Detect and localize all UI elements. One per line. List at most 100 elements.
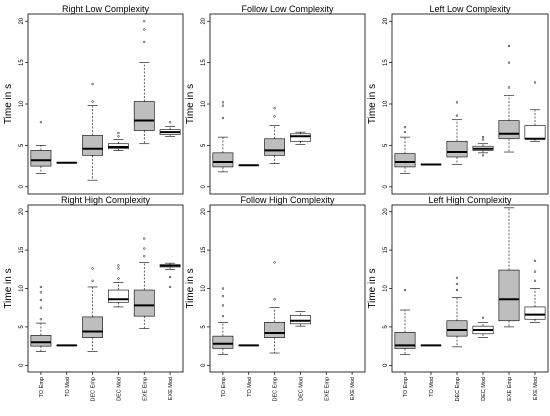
y-tick-label: 0 [383, 184, 389, 188]
y-tick-label: 20 [201, 17, 207, 24]
y-tick-label: 15 [201, 246, 207, 253]
outlier-point [455, 276, 459, 279]
y-tick-label: 5 [201, 143, 207, 147]
box-body [394, 153, 416, 168]
y-tick-label: 15 [201, 59, 207, 66]
box-to-emp [394, 126, 416, 174]
x-tick-label: DEC Mod [298, 377, 304, 401]
outlier-point [455, 282, 459, 286]
outlier-point [455, 114, 459, 117]
outlier-point [507, 44, 511, 48]
box-dec-emp [446, 101, 468, 165]
outlier-point [143, 20, 146, 23]
panel-1: Right Low Complexity Time in s 0 5 10 15 20 [3, 4, 184, 195]
outlier-point [91, 279, 94, 282]
y-tick-label: 0 [201, 363, 207, 367]
box-body [30, 150, 52, 167]
y-tick-label: 10 [201, 285, 207, 292]
box-to-emp [212, 287, 234, 355]
outlier-point [39, 291, 43, 294]
y-tick-label: 20 [383, 208, 389, 215]
box-body [82, 135, 103, 156]
y-tick-label: 15 [383, 59, 389, 66]
box-body [290, 133, 311, 142]
outlier-point [221, 287, 225, 290]
outlier-point [221, 101, 225, 104]
box-dec-mod [472, 135, 494, 157]
y-axis-label: Time in s [367, 84, 378, 124]
outlier-point [533, 279, 537, 282]
x-tick-label: EXE Mod [350, 377, 356, 400]
y-axis-label: Time in s [185, 84, 196, 124]
x-tick-label: EXE Mod [533, 377, 539, 400]
outlier-point [221, 295, 225, 298]
panel-4: Right High Complexity Time in s 0 5 10 15 20 TO… [3, 195, 184, 401]
box-exe-mod [524, 81, 546, 142]
outlier-point [221, 315, 225, 318]
outlier-point [273, 115, 276, 118]
panel-title: Follow High Complexity [240, 195, 335, 205]
outlier-point [273, 106, 276, 110]
y-tick-label: 10 [383, 285, 389, 292]
y-tick-label: 10 [201, 100, 207, 107]
box-exe-mod [159, 121, 181, 137]
outlier-point [403, 131, 407, 134]
panel-5: Follow High Complexity Time in s 0 5 10 15 20 T… [185, 195, 366, 401]
y-tick-label: 5 [383, 325, 389, 329]
y-tick-label: 10 [383, 100, 389, 107]
panel-title: Left Low Complexity [429, 4, 511, 14]
y-tick-label: 0 [19, 363, 25, 367]
box-dec-mod [290, 311, 311, 327]
box-dec-emp [82, 82, 103, 181]
y-tick-label: 5 [19, 325, 25, 329]
y-tick-label: 10 [19, 100, 25, 107]
box-to-emp [30, 285, 52, 352]
x-tick-label: DEC Mod [481, 377, 487, 401]
panel-title: Left High Complexity [428, 195, 512, 205]
box-dec-emp [446, 276, 468, 348]
outlier-point [91, 267, 94, 270]
outlier-point [221, 104, 225, 107]
outlier-point [91, 82, 94, 86]
outlier-point [39, 318, 43, 321]
y-tick-label: 15 [383, 246, 389, 253]
outlier-point [481, 135, 485, 139]
x-tick-label: EXE Emp [142, 377, 148, 401]
box-body [498, 269, 520, 322]
box-body [498, 120, 520, 140]
outlier-point [39, 285, 43, 289]
outlier-point [39, 121, 43, 124]
outlier-point [455, 288, 459, 292]
y-axis-label: Time in s [3, 268, 14, 308]
box-to-emp [394, 288, 416, 355]
box-body [446, 140, 468, 158]
y-tick-label: 0 [201, 184, 207, 188]
outlier-point [168, 275, 172, 279]
outlier-point [39, 298, 43, 302]
panel-title: Right High Complexity [61, 195, 151, 205]
box-dec-emp [264, 261, 285, 354]
box-exe-mod [524, 259, 546, 323]
outlier-point [273, 298, 276, 301]
x-tick-label: EXE Emp [507, 377, 513, 401]
box-body [133, 101, 155, 131]
box-body [446, 320, 468, 337]
box-body [264, 138, 285, 156]
box-body [108, 289, 129, 303]
y-tick-label: 5 [201, 325, 207, 329]
outlier-point [455, 101, 459, 104]
box-body [30, 335, 52, 347]
panel-title: Follow Low Complexity [241, 4, 334, 14]
outlier-point [91, 100, 94, 103]
x-tick-label: DEC Emp [273, 377, 279, 401]
outlier-point [39, 306, 43, 309]
outlier-point [168, 285, 172, 289]
panel-frame [27, 204, 184, 373]
outlier-point [481, 154, 485, 157]
outlier-point [117, 135, 120, 138]
outlier-point [273, 261, 276, 264]
box-exe-emp [133, 237, 155, 329]
y-tick-label: 5 [19, 143, 25, 147]
box-dec-mod [108, 264, 129, 308]
